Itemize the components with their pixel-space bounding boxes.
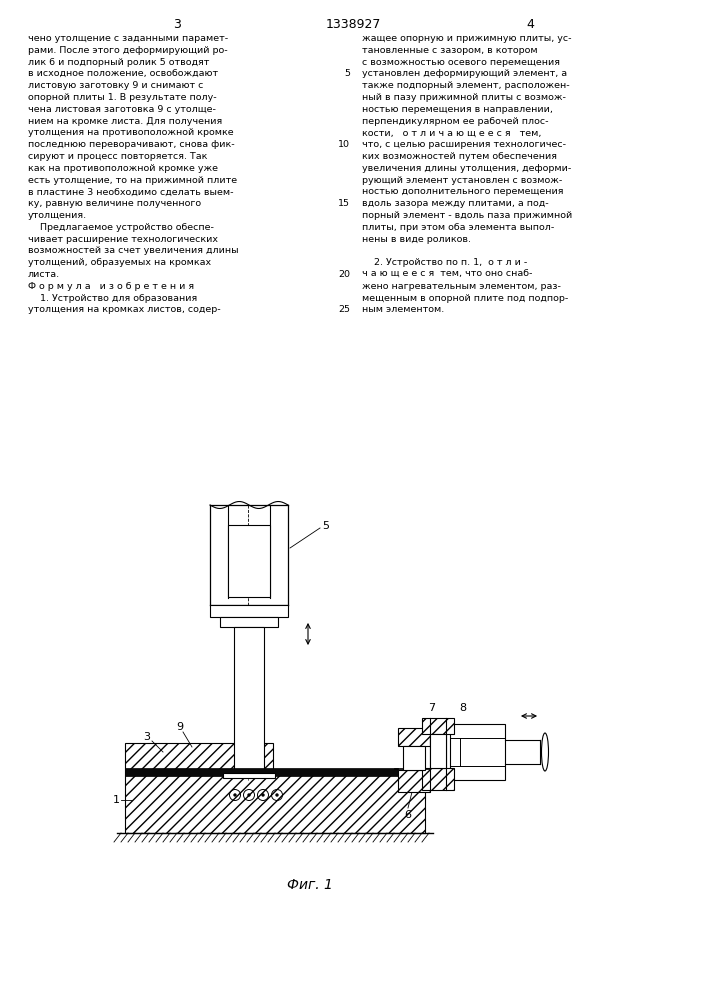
Bar — [398, 770, 430, 792]
Circle shape — [234, 794, 236, 796]
Text: утолщения.: утолщения. — [28, 211, 87, 220]
Bar — [125, 743, 273, 775]
Bar — [450, 724, 505, 780]
Text: нены в виде роликов.: нены в виде роликов. — [362, 235, 471, 244]
Bar — [398, 728, 430, 746]
Text: есть утолщение, то на прижимной плите: есть утолщение, то на прижимной плите — [28, 176, 237, 185]
Text: лик 6 и подпорный ролик 5 отводят: лик 6 и подпорный ролик 5 отводят — [28, 58, 209, 67]
Text: утолщения на противоположной кромке: утолщения на противоположной кромке — [28, 128, 233, 137]
Text: тановленные с зазором, в котором: тановленные с зазором, в котором — [362, 46, 537, 55]
Text: 15: 15 — [338, 199, 350, 208]
Text: Предлагаемое устройство обеспе-: Предлагаемое устройство обеспе- — [28, 223, 214, 232]
Text: ностью перемещения в направлении,: ностью перемещения в направлении, — [362, 105, 553, 114]
Bar — [125, 775, 425, 833]
Text: кости,   о т л и ч а ю щ е е с я   тем,: кости, о т л и ч а ю щ е е с я тем, — [362, 128, 542, 137]
Text: 10: 10 — [338, 140, 350, 149]
Text: порный элемент - вдоль паза прижимной: порный элемент - вдоль паза прижимной — [362, 211, 572, 220]
Text: чена листовая заготовка 9 с утолще-: чена листовая заготовка 9 с утолще- — [28, 105, 216, 114]
Text: жащее опорную и прижимную плиты, ус-: жащее опорную и прижимную плиты, ус- — [362, 34, 571, 43]
Text: 4: 4 — [526, 18, 534, 31]
Bar — [228, 525, 270, 597]
Text: ным элементом.: ным элементом. — [362, 305, 444, 314]
Text: плиты, при этом оба элемента выпол-: плиты, при этом оба элемента выпол- — [362, 223, 554, 232]
Bar — [403, 746, 425, 770]
Text: 8: 8 — [460, 703, 467, 713]
Text: ный в пазу прижимной плиты с возмож-: ный в пазу прижимной плиты с возмож- — [362, 93, 566, 102]
Circle shape — [262, 794, 264, 796]
Text: 9: 9 — [176, 722, 183, 732]
Text: 7: 7 — [428, 703, 436, 713]
Text: как на противоположной кромке уже: как на противоположной кромке уже — [28, 164, 218, 173]
Bar — [234, 627, 264, 775]
Text: с возможностью осевого перемещения: с возможностью осевого перемещения — [362, 58, 560, 67]
Text: увеличения длины утолщения, деформи-: увеличения длины утолщения, деформи- — [362, 164, 571, 173]
Circle shape — [248, 794, 250, 796]
Text: ких возможностей путем обеспечения: ких возможностей путем обеспечения — [362, 152, 557, 161]
Text: утолщений, образуемых на кромках: утолщений, образуемых на кромках — [28, 258, 211, 267]
Text: листовую заготовку 9 и снимают с: листовую заготовку 9 и снимают с — [28, 81, 204, 90]
Bar — [430, 734, 446, 768]
Text: 3: 3 — [173, 18, 181, 31]
Text: рами. После этого деформирующий ро-: рами. После этого деформирующий ро- — [28, 46, 228, 55]
Text: Фиг. 1: Фиг. 1 — [287, 878, 333, 892]
Text: утолщения на кромках листов, содер-: утолщения на кромках листов, содер- — [28, 305, 221, 314]
Text: вдоль зазора между плитами, а под-: вдоль зазора между плитами, а под- — [362, 199, 549, 208]
Bar — [220, 617, 278, 627]
Text: установлен деформирующий элемент, а: установлен деформирующий элемент, а — [362, 69, 567, 78]
Text: мещенным в опорной плите под подпор-: мещенным в опорной плите под подпор- — [362, 294, 568, 303]
Bar — [223, 773, 275, 778]
Text: нием на кромке листа. Для получения: нием на кромке листа. Для получения — [28, 117, 222, 126]
Text: 20: 20 — [338, 270, 350, 279]
Text: что, с целью расширения технологичес-: что, с целью расширения технологичес- — [362, 140, 566, 149]
Circle shape — [276, 794, 278, 796]
Text: 5: 5 — [344, 69, 350, 78]
Text: также подпорный элемент, расположен-: также подпорный элемент, расположен- — [362, 81, 570, 90]
Text: Ф о р м у л а   и з о б р е т е н и я: Ф о р м у л а и з о б р е т е н и я — [28, 282, 194, 291]
Bar — [210, 605, 288, 617]
Text: ку, равную величине полученного: ку, равную величине полученного — [28, 199, 201, 208]
Text: рующий элемент установлен с возмож-: рующий элемент установлен с возмож- — [362, 176, 562, 185]
Text: сируют и процесс повторяется. Так: сируют и процесс повторяется. Так — [28, 152, 207, 161]
Text: 5: 5 — [322, 521, 329, 531]
Text: последнюю переворачивают, снова фик-: последнюю переворачивают, снова фик- — [28, 140, 235, 149]
Bar — [422, 718, 454, 734]
Text: 6: 6 — [404, 810, 411, 820]
Text: 1338927: 1338927 — [325, 18, 380, 31]
Text: чено утолщение с заданными парамет-: чено утолщение с заданными парамет- — [28, 34, 228, 43]
Text: 2. Устройство по п. 1,  о т л и -: 2. Устройство по п. 1, о т л и - — [362, 258, 527, 267]
Text: ч а ю щ е е с я  тем, что оно снаб-: ч а ю щ е е с я тем, что оно снаб- — [362, 270, 532, 279]
Text: в исходное положение, освобождают: в исходное положение, освобождают — [28, 69, 218, 78]
Text: опорной плиты 1. В результате полу-: опорной плиты 1. В результате полу- — [28, 93, 216, 102]
Text: жено нагревательным элементом, раз-: жено нагревательным элементом, раз- — [362, 282, 561, 291]
Text: возможностей за счет увеличения длины: возможностей за счет увеличения длины — [28, 246, 239, 255]
Text: в пластине 3 необходимо сделать выем-: в пластине 3 необходимо сделать выем- — [28, 187, 233, 196]
Text: 3: 3 — [143, 732, 150, 742]
Bar — [422, 768, 454, 790]
Bar — [125, 768, 398, 776]
Text: 25: 25 — [338, 305, 350, 314]
Text: листа.: листа. — [28, 270, 60, 279]
Text: перпендикулярном ее рабочей плос-: перпендикулярном ее рабочей плос- — [362, 117, 549, 126]
Text: ностью дополнительного перемещения: ностью дополнительного перемещения — [362, 187, 563, 196]
Text: чивает расширение технологических: чивает расширение технологических — [28, 235, 218, 244]
Text: 1. Устройство для образования: 1. Устройство для образования — [28, 294, 197, 303]
Ellipse shape — [542, 733, 549, 771]
Text: 1: 1 — [113, 795, 120, 805]
